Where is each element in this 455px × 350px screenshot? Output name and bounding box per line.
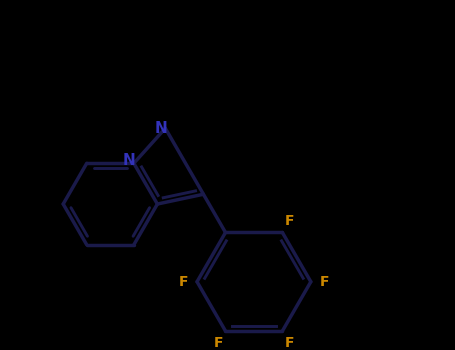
Text: F: F xyxy=(284,214,294,228)
Text: F: F xyxy=(214,336,223,350)
Text: F: F xyxy=(178,275,188,289)
Text: N: N xyxy=(122,153,135,168)
Text: N: N xyxy=(155,121,168,136)
Text: F: F xyxy=(320,275,329,289)
Text: F: F xyxy=(284,336,294,350)
